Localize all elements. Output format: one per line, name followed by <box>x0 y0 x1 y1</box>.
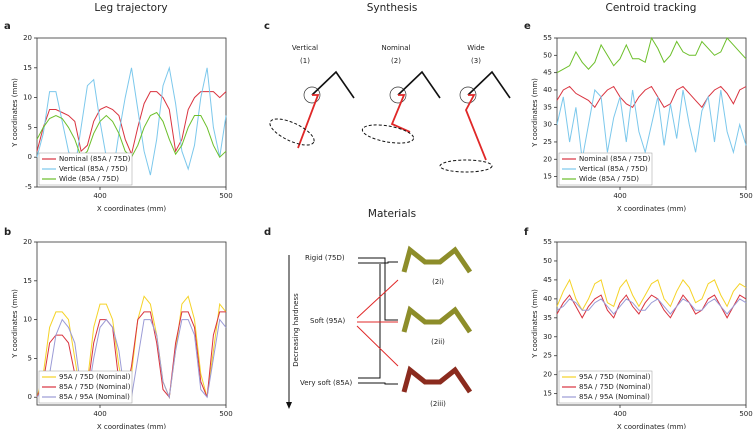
y-tick-label: 20 <box>543 371 552 379</box>
y-tick-label: 35 <box>543 314 552 322</box>
y-tick-label: 45 <box>543 69 552 77</box>
design-label: (2ii) <box>431 338 445 346</box>
y-axis-label: Y coordinates (mm) <box>531 78 539 148</box>
y-axis-label: Y coordinates (mm) <box>531 289 539 359</box>
legend-label: Nominal (85A / 75D) <box>579 155 651 163</box>
series-line <box>556 278 747 312</box>
x-axis-label: X coordinates (mm) <box>617 423 687 429</box>
series-line <box>36 65 227 176</box>
y-tick-label: 25 <box>543 352 552 360</box>
y-tick-label: 15 <box>23 64 32 72</box>
label: (1) <box>300 57 310 65</box>
row-label: Soft (95A) <box>310 317 345 325</box>
legend-label: Wide (85A / 75D) <box>579 175 639 183</box>
y-tick-label: 50 <box>543 51 552 59</box>
y-tick-label: 15 <box>543 173 552 181</box>
y-tick-label: 40 <box>543 295 552 303</box>
legend-label: 85A / 75D (Nominal) <box>579 383 651 391</box>
y-tick-label: 20 <box>23 34 32 42</box>
y-axis-label: Y coordinates (mm) <box>11 289 19 359</box>
axis-label: Decreasing hardness <box>292 293 300 367</box>
legend-label: Wide (85A / 75D) <box>59 175 119 183</box>
y-axis-label: Y coordinates (mm) <box>11 78 19 148</box>
x-tick-label: 500 <box>739 410 752 418</box>
plot-frame <box>556 241 747 406</box>
design-label: (2i) <box>432 278 444 286</box>
x-tick-label: 500 <box>219 410 232 418</box>
y-tick-label: 30 <box>543 333 552 341</box>
x-tick-label: 400 <box>613 192 626 200</box>
y-tick-label: 25 <box>543 138 552 146</box>
x-tick-label: 400 <box>93 410 106 418</box>
legend-label: Vertical (85A / 75D) <box>579 165 648 173</box>
panel-letter: a <box>4 21 11 32</box>
series-line <box>36 311 226 399</box>
panel-letter: b <box>4 227 11 238</box>
design-label: (2iii) <box>430 400 446 408</box>
y-tick-label: 55 <box>543 34 552 42</box>
series-line <box>556 294 747 319</box>
materials-diagram: Decreasing hardness Rigid (75D) Soft (95… <box>286 245 473 409</box>
panel-letter: c <box>264 21 270 32</box>
y-tick-label: 5 <box>28 354 32 362</box>
plot-frame <box>36 37 227 188</box>
linkage-nominal: Nominal (2) <box>361 44 441 144</box>
panel-letter: f <box>524 227 529 238</box>
y-tick-label: 50 <box>543 257 552 265</box>
label: (3) <box>471 57 481 65</box>
x-tick-label: 400 <box>93 192 106 200</box>
linkage-wide: Wide (3) <box>439 44 511 173</box>
series-line <box>556 88 747 160</box>
label: Wide <box>467 44 484 52</box>
y-tick-label: 10 <box>23 316 32 324</box>
panel-letter: e <box>524 21 531 32</box>
x-axis-label: X coordinates (mm) <box>97 423 167 429</box>
panel-letter: d <box>264 227 271 238</box>
x-axis-label: X coordinates (mm) <box>617 205 687 213</box>
plot-frame <box>36 241 227 406</box>
label: (2) <box>391 57 401 65</box>
series-line <box>556 298 747 315</box>
header: Synthesis <box>367 2 418 14</box>
header: Leg trajectory <box>94 2 167 14</box>
x-axis-label: X coordinates (mm) <box>97 205 167 213</box>
linkage-vertical: Vertical (1) <box>269 44 355 149</box>
legend-label: 85A / 75D (Nominal) <box>59 383 131 391</box>
legend-label: 85A / 95A (Nominal) <box>579 393 650 401</box>
header: Centroid tracking <box>606 2 697 14</box>
y-tick-label: 45 <box>543 276 552 284</box>
series-line <box>556 85 747 109</box>
y-tick-label: 0 <box>28 153 32 161</box>
legend-label: 95A / 75D (Nominal) <box>59 373 131 381</box>
series-line <box>556 36 747 74</box>
y-tick-label: 15 <box>543 390 552 398</box>
label: Vertical <box>292 44 318 52</box>
y-tick-label: 20 <box>23 238 32 246</box>
x-tick-label: 500 <box>739 192 752 200</box>
y-tick-label: 40 <box>543 86 552 94</box>
y-tick-label: 35 <box>543 103 552 111</box>
y-tick-label: 30 <box>543 121 552 129</box>
x-tick-label: 500 <box>219 192 232 200</box>
row-label: Rigid (75D) <box>305 254 345 262</box>
legend-label: 85A / 95A (Nominal) <box>59 393 130 401</box>
label: Nominal <box>382 44 411 52</box>
y-tick-label: 10 <box>23 94 32 102</box>
x-tick-label: 400 <box>613 410 626 418</box>
legend-label: 95A / 75D (Nominal) <box>579 373 651 381</box>
y-tick-label: 0 <box>28 393 32 401</box>
y-tick-label: 15 <box>23 277 32 285</box>
header: Materials <box>368 208 416 220</box>
row-label: Very soft (85A) <box>300 379 352 387</box>
y-tick-label: 5 <box>28 123 32 131</box>
y-tick-label: 55 <box>543 238 552 246</box>
legend-label: Nominal (85A / 75D) <box>59 155 131 163</box>
legend-label: Vertical (85A / 75D) <box>59 165 128 173</box>
y-tick-label: 20 <box>543 155 552 163</box>
y-tick-label: -5 <box>25 183 32 191</box>
